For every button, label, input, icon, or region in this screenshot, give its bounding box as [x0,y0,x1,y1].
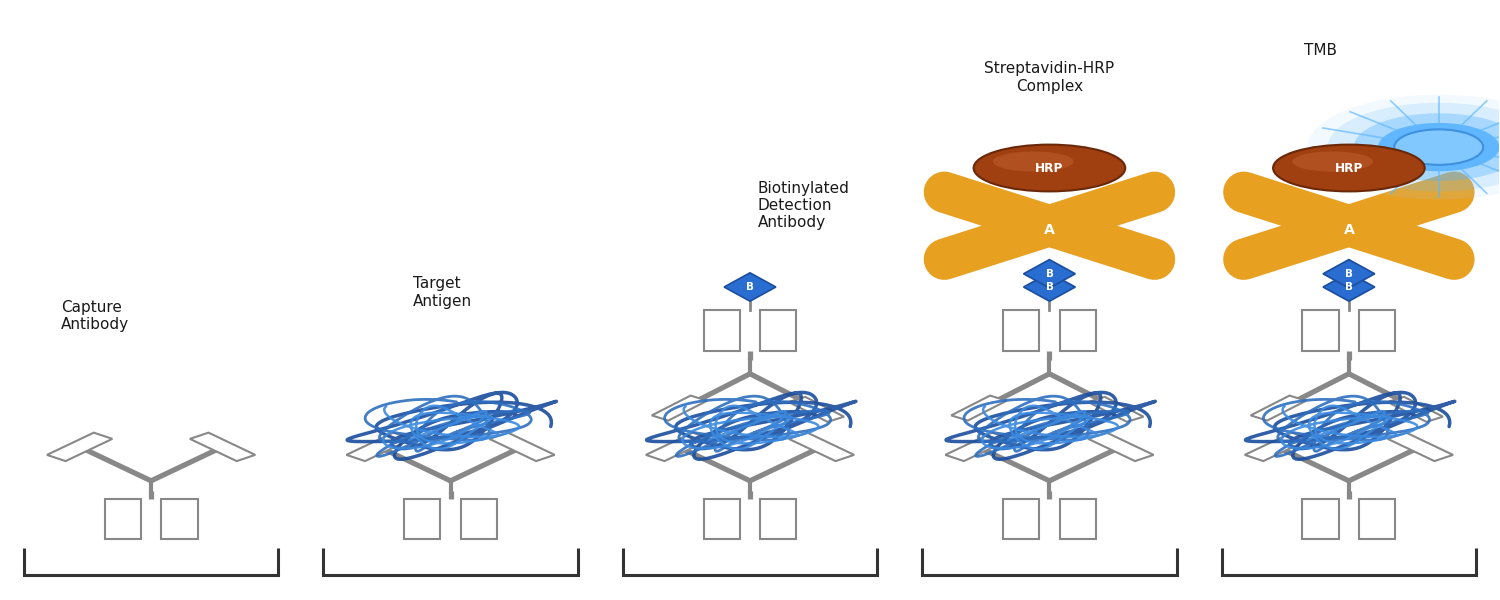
Text: Biotinylated
Detection
Antibody: Biotinylated Detection Antibody [758,181,849,230]
Bar [1004,310,1040,351]
Bar [1302,310,1340,351]
Bar [1302,499,1340,539]
Bar [945,433,1011,461]
Polygon shape [1323,273,1376,301]
Text: B: B [746,282,754,292]
Bar [1388,397,1443,422]
Bar [646,433,711,461]
Circle shape [1395,130,1484,165]
Bar [704,499,740,539]
Text: HRP: HRP [1335,161,1364,175]
Bar [1359,310,1395,351]
Bar [789,397,844,422]
Polygon shape [1023,273,1076,301]
Bar [460,499,496,539]
Ellipse shape [993,151,1074,172]
Bar [1088,397,1143,422]
Bar [951,395,1006,421]
Text: B: B [1346,282,1353,292]
Circle shape [1378,123,1500,171]
Text: Target
Antigen: Target Antigen [413,276,472,308]
Text: B: B [1046,269,1053,279]
Bar [1059,310,1096,351]
Bar [404,499,441,539]
Bar [1004,499,1040,539]
Text: B: B [1046,282,1053,292]
Circle shape [1328,103,1500,191]
Text: TMB: TMB [1304,43,1336,58]
Polygon shape [1323,260,1376,288]
Circle shape [1354,113,1500,181]
Bar [704,310,740,351]
Bar [1388,433,1454,461]
Bar [46,433,112,461]
Bar [1359,499,1395,539]
Circle shape [1308,95,1500,200]
Bar [760,310,796,351]
Ellipse shape [1293,151,1372,172]
Text: HRP: HRP [1035,161,1064,175]
Bar [1251,395,1306,421]
Ellipse shape [974,145,1125,191]
Text: Capture
Antibody: Capture Antibody [62,300,129,332]
Text: A: A [1344,223,1354,237]
Bar [760,499,796,539]
Polygon shape [724,273,776,301]
Bar [190,433,255,461]
Bar [346,433,412,461]
Ellipse shape [1274,145,1425,191]
Text: B: B [1346,269,1353,279]
Polygon shape [1023,260,1076,288]
Bar [789,433,853,461]
Text: A: A [1044,223,1054,237]
Bar [489,433,555,461]
Bar [160,499,198,539]
Bar [1059,499,1096,539]
Text: Streptavidin-HRP
Complex: Streptavidin-HRP Complex [984,61,1114,94]
Bar [652,395,706,421]
Bar [1088,433,1154,461]
Bar [105,499,141,539]
Bar [1245,433,1310,461]
